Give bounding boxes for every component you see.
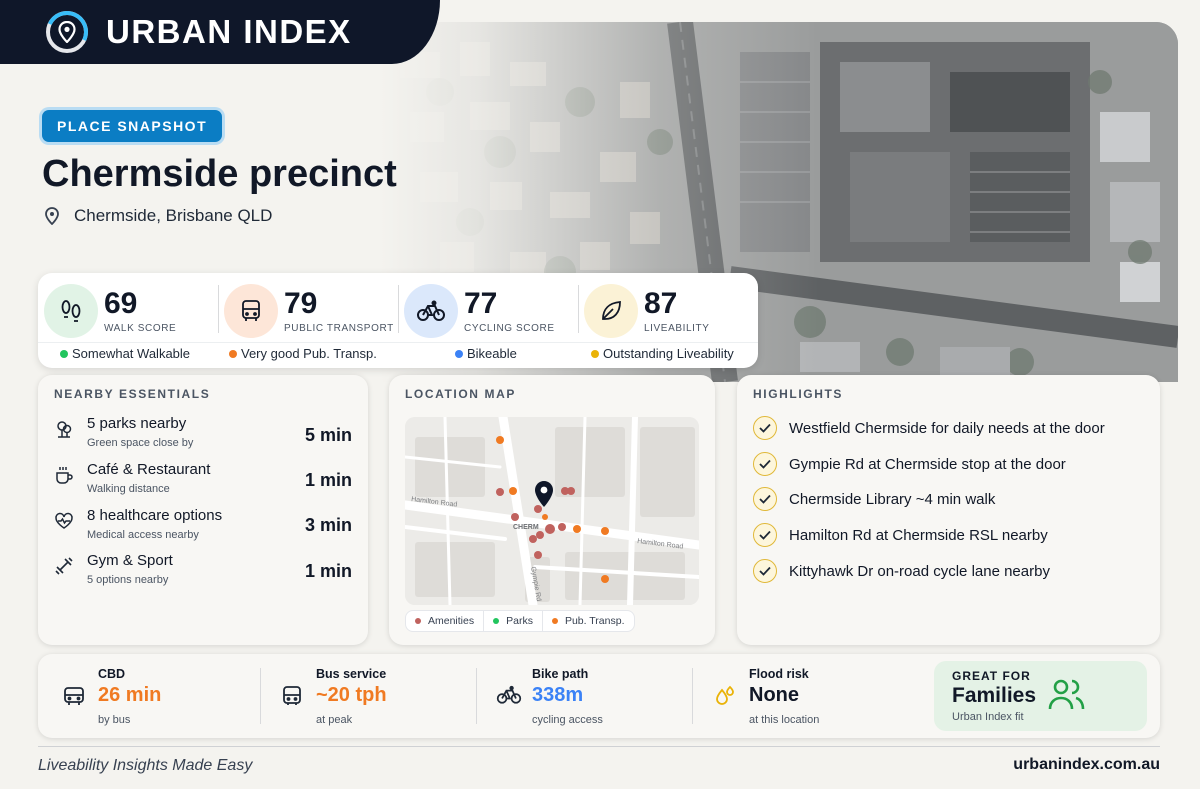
highlight-item: Westfield Chermside for daily needs at t…: [753, 416, 1105, 440]
map-marker-icon: [535, 481, 553, 507]
stat-bus-service: Bus service ~20 tph at peak: [280, 664, 480, 730]
transport-score-value: 79: [284, 286, 318, 320]
bicycle-icon: [404, 284, 458, 338]
heart-pulse-icon: [55, 512, 73, 529]
check-circle-icon: [753, 523, 777, 547]
liveability-score-desc: Outstanding Liveability: [591, 346, 734, 361]
essential-healthcare[interactable]: 8 healthcare options Medical access near…: [54, 507, 352, 547]
bicycle-icon: [496, 685, 522, 704]
stat-cbd: CBD 26 min by bus: [62, 664, 262, 730]
bus-front-icon: [283, 686, 301, 705]
legend-transport[interactable]: Pub. Transp.: [543, 611, 634, 631]
water-drops-icon: [716, 685, 734, 705]
check-circle-icon: [753, 559, 777, 583]
liveability-score-label: LIVEABILITY: [644, 322, 710, 334]
liveability-score-value: 87: [644, 286, 678, 320]
users-icon: [1048, 679, 1085, 710]
highlight-item: Gympie Rd at Chermside stop at the door: [753, 452, 1066, 476]
highlights-title: HIGHLIGHTS: [753, 387, 843, 401]
footprints-icon: [44, 284, 98, 338]
transport-score-desc: Very good Pub. Transp.: [229, 346, 377, 361]
nearby-essentials-card: NEARBY ESSENTIALS 5 parks nearby Green s…: [38, 375, 368, 645]
location-map-card: LOCATION MAP Hamilton Road Hamil: [389, 375, 715, 645]
essential-parks[interactable]: 5 parks nearby Green space close by 5 mi…: [54, 415, 352, 455]
cycling-score: 77 CYCLING SCORE: [404, 281, 584, 341]
fit-badge: GREAT FOR Families Urban Index fit: [934, 661, 1147, 731]
stat-bike-path: Bike path 338m cycling access: [496, 664, 696, 730]
highlight-item: Hamilton Rd at Chermside RSL nearby: [753, 523, 1048, 547]
walk-score-desc: Somewhat Walkable: [60, 346, 190, 361]
tree-icon: [57, 421, 72, 438]
map-pin-icon: [45, 207, 59, 225]
leaf-icon: [584, 284, 638, 338]
location-map[interactable]: Hamilton Road Hamilton Road Gympie Rd CH…: [405, 417, 699, 605]
dumbbell-icon: [55, 557, 73, 575]
location-text: Chermside, Brisbane QLD: [74, 206, 273, 225]
stat-flood-risk: Flood risk None at this location: [713, 664, 913, 730]
brand-bar: URBAN INDEX: [0, 0, 440, 64]
transport-score-label: PUBLIC TRANSPORT: [284, 322, 394, 334]
coffee-cup-icon: [56, 467, 73, 484]
essential-cafe[interactable]: Café & Restaurant Walking distance 1 min: [54, 461, 352, 501]
page-title: Chermside precinct: [42, 153, 397, 195]
footer-url[interactable]: urbanindex.com.au: [1013, 756, 1160, 773]
location-line: Chermside, Brisbane QLD: [44, 206, 272, 226]
footer-tagline: Liveability Insights Made Easy: [38, 757, 253, 774]
place-snapshot-badge: PLACE SNAPSHOT: [42, 110, 223, 142]
score-strip: 69 WALK SCORE 79 PUBLIC TRANSPORT 77 CYC…: [38, 273, 758, 368]
walk-score-value: 69: [104, 286, 138, 320]
highlight-item: Kittyhawk Dr on-road cycle lane nearby: [753, 559, 1050, 583]
check-circle-icon: [753, 487, 777, 511]
highlight-item: Chermside Library ~4 min walk: [753, 487, 995, 511]
transport-score: 79 PUBLIC TRANSPORT: [224, 281, 404, 341]
cycling-score-value: 77: [464, 286, 498, 320]
essentials-title: NEARBY ESSENTIALS: [54, 387, 211, 401]
cycling-score-desc: Bikeable: [455, 346, 517, 361]
check-circle-icon: [753, 416, 777, 440]
map-title: LOCATION MAP: [405, 387, 516, 401]
brand-name: URBAN INDEX: [106, 13, 352, 50]
cycling-score-label: CYCLING SCORE: [464, 322, 555, 334]
walk-score-label: WALK SCORE: [104, 322, 177, 334]
key-stats-bar: CBD 26 min by bus Bus service ~20 tph at…: [38, 654, 1160, 738]
bus-icon: [224, 284, 278, 338]
legend-amenities[interactable]: Amenities: [406, 611, 485, 631]
essential-gym[interactable]: Gym & Sport 5 options nearby 1 min: [54, 552, 352, 592]
map-legend: Amenities Parks Pub. Transp.: [405, 610, 635, 632]
legend-parks[interactable]: Parks: [484, 611, 543, 631]
liveability-score: 87 LIVEABILITY: [584, 281, 764, 341]
check-circle-icon: [753, 452, 777, 476]
map-pin-ring-icon: [46, 11, 88, 53]
highlights-card: HIGHLIGHTS Westfield Chermside for daily…: [737, 375, 1160, 645]
walk-score: 69 WALK SCORE: [44, 281, 224, 341]
map-label-suburb: CHERM: [513, 524, 539, 531]
bus-icon: [64, 687, 84, 705]
